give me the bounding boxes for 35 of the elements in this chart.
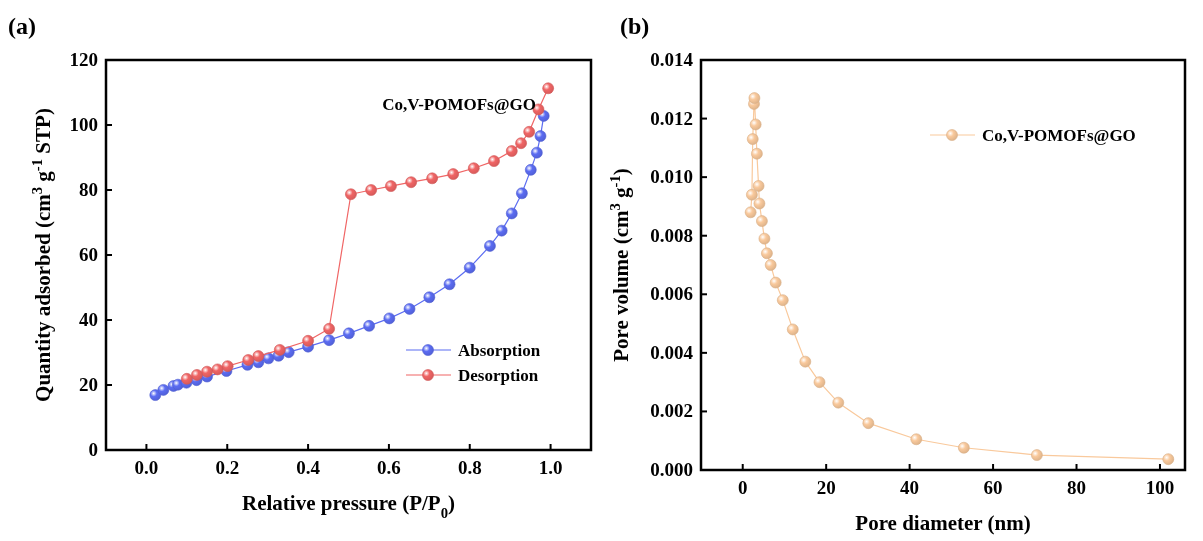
y-tick-label: 0.008 xyxy=(650,224,693,246)
y-tick-label: 40 xyxy=(79,309,98,330)
y-tick-label: 120 xyxy=(69,49,98,70)
x-tick-label: 0.8 xyxy=(457,457,482,478)
chart-title: (a) xyxy=(8,13,36,39)
y-tick-label: 0 xyxy=(88,439,98,460)
x-tick-label: 1.0 xyxy=(538,457,563,478)
x-tick-label: 0 xyxy=(737,477,748,498)
x-tick-label: 100 xyxy=(1145,477,1175,498)
y-tick-label: 0.004 xyxy=(650,341,694,363)
y-tick-label: 0.010 xyxy=(650,166,693,188)
x-tick-label: 60 xyxy=(983,477,1003,498)
x-tick-label: 20 xyxy=(816,477,836,498)
x-tick-label: 0.2 xyxy=(215,457,240,478)
y-tick-label: 20 xyxy=(79,374,98,395)
chart-title: (b) xyxy=(620,13,650,39)
legend-label: Desorption xyxy=(458,366,539,385)
x-tick-label: 40 xyxy=(900,477,920,498)
y-tick-label: 0.002 xyxy=(650,400,693,422)
annotation: Co,V-POMOFs@GO xyxy=(382,95,536,114)
legend-label: Absorption xyxy=(458,341,541,360)
y-tick-label: 0.014 xyxy=(650,49,694,70)
y-tick-label: 60 xyxy=(79,244,98,265)
y-tick-label: 0.006 xyxy=(650,283,693,305)
legend-label: Co,V-POMOFs@GO xyxy=(982,126,1136,145)
x-tick-label: 0.4 xyxy=(296,457,321,478)
y-tick-label: 80 xyxy=(79,179,98,200)
x-axis-title: Relative pressure (P/P$_{0}$) xyxy=(241,491,456,521)
x-tick-label: 0.0 xyxy=(134,457,159,478)
x-axis-title: Pore diameter (nm) xyxy=(855,511,1031,535)
x-tick-label: 0.6 xyxy=(377,457,401,478)
y-tick-label: 0.012 xyxy=(650,107,693,129)
y-tick-label: 0.000 xyxy=(650,459,693,480)
y-tick-label: 100 xyxy=(69,114,98,135)
x-tick-label: 80 xyxy=(1067,477,1087,498)
